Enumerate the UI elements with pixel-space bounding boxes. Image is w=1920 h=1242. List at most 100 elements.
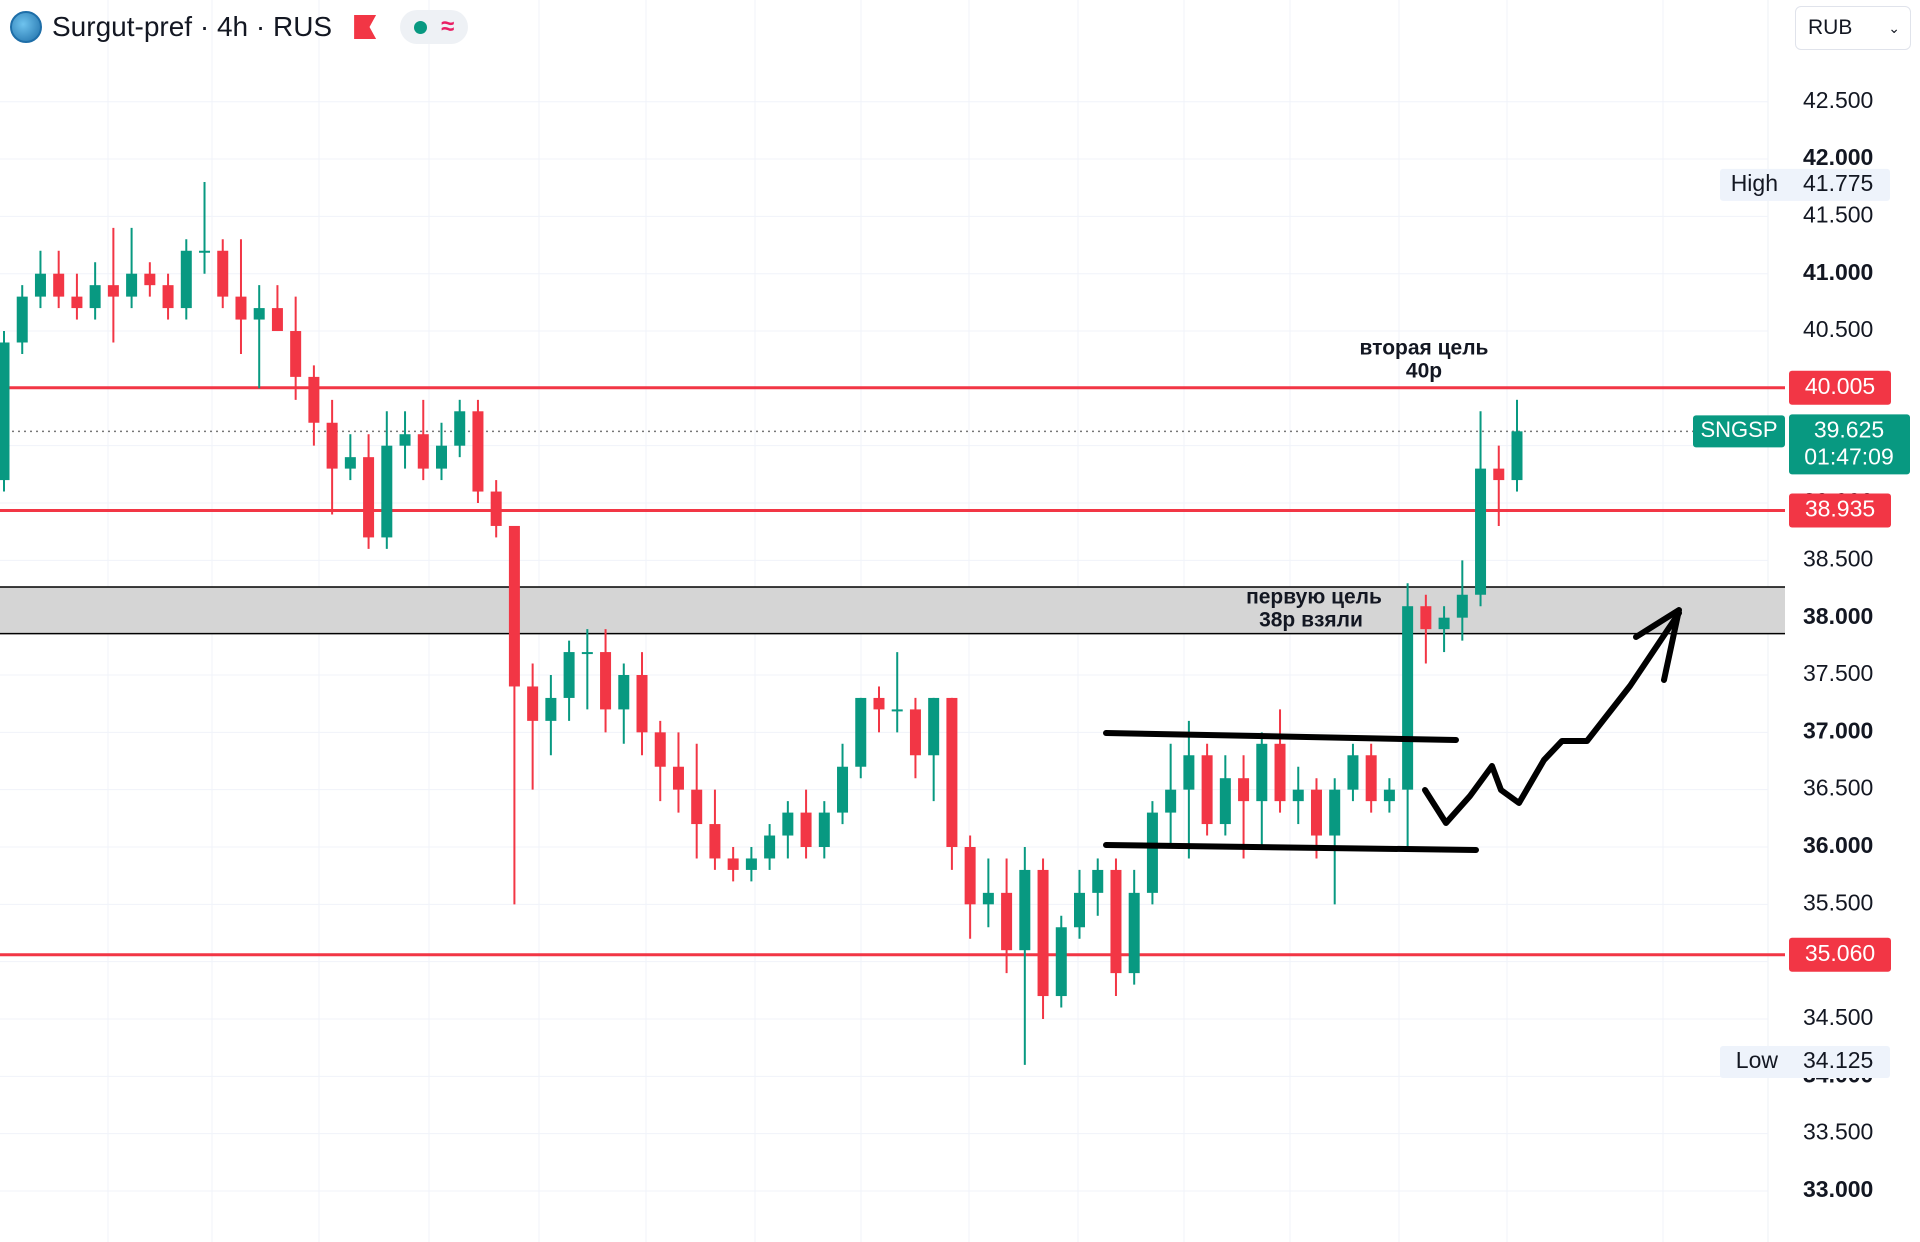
candle-body bbox=[144, 273, 156, 286]
zone-layer bbox=[0, 586, 1785, 635]
candle-body bbox=[472, 411, 484, 492]
candle-body bbox=[1347, 755, 1359, 790]
y-tick-label: 33.500 bbox=[1803, 1119, 1873, 1145]
candle-body bbox=[1183, 755, 1195, 790]
candle-body bbox=[618, 675, 630, 710]
marker-name: Low bbox=[1736, 1047, 1779, 1073]
candle-body bbox=[199, 250, 211, 253]
candle-body bbox=[508, 525, 520, 687]
symbol-box bbox=[1693, 415, 1785, 448]
candle-body bbox=[672, 766, 684, 790]
candle-body bbox=[600, 652, 612, 710]
candle-body bbox=[235, 296, 247, 320]
y-tick-label: 41.000 bbox=[1803, 259, 1873, 285]
flag-icon[interactable] bbox=[354, 15, 377, 39]
candle-body bbox=[1128, 892, 1140, 974]
currency-label: RUB bbox=[1808, 16, 1853, 39]
candle-body bbox=[1146, 812, 1158, 893]
candle-body bbox=[654, 732, 666, 767]
symbol-logo bbox=[10, 11, 42, 43]
candle-body bbox=[16, 296, 28, 343]
candle-body bbox=[1493, 468, 1505, 481]
candle-body bbox=[982, 892, 994, 905]
symbol-label: SNGSP bbox=[1700, 417, 1777, 442]
candle-body bbox=[1092, 869, 1104, 893]
marker-box bbox=[1720, 1045, 1890, 1078]
candle-body bbox=[709, 824, 721, 859]
candle-body bbox=[1201, 755, 1213, 825]
candle-body bbox=[1037, 869, 1049, 997]
candle-body bbox=[271, 308, 283, 332]
last-price-label: 39.625 bbox=[1814, 416, 1884, 442]
candle-body bbox=[490, 491, 502, 526]
annotation: 38р взяли bbox=[1259, 609, 1363, 632]
y-tick-label: 41.500 bbox=[1803, 201, 1873, 227]
candle-body bbox=[253, 308, 265, 320]
candle-body bbox=[71, 296, 83, 309]
candle-body bbox=[745, 858, 757, 870]
candle-body bbox=[1238, 778, 1250, 802]
candle-body bbox=[782, 812, 794, 836]
candle-body bbox=[34, 273, 46, 297]
level-label: 38.935 bbox=[1805, 496, 1875, 522]
candle-body bbox=[344, 457, 356, 469]
status-pill[interactable]: ≈ bbox=[400, 10, 469, 44]
symbol-title[interactable]: Surgut-pref · 4h · RUS bbox=[52, 11, 333, 42]
candle-body bbox=[527, 686, 539, 721]
candle-body bbox=[1274, 743, 1286, 802]
level-label: 40.005 bbox=[1805, 373, 1875, 399]
y-tick-label: 36.500 bbox=[1803, 775, 1873, 801]
candle-body bbox=[435, 445, 447, 469]
countdown-label: 01:47:09 bbox=[1804, 443, 1894, 469]
candle-body bbox=[162, 285, 174, 309]
candle-body bbox=[0, 342, 10, 481]
approx-icon: ≈ bbox=[441, 13, 455, 40]
y-tick-label: 35.500 bbox=[1803, 889, 1873, 915]
candle-body bbox=[727, 858, 739, 870]
y-tick-label: 40.500 bbox=[1803, 316, 1873, 342]
zone bbox=[0, 587, 1785, 634]
y-tick-label: 42.500 bbox=[1803, 87, 1873, 113]
candle-body bbox=[308, 376, 320, 423]
status-dot bbox=[414, 20, 428, 34]
drawn-arrow bbox=[1422, 610, 1682, 826]
candle-body bbox=[873, 697, 885, 710]
candle-body bbox=[837, 766, 849, 813]
candle-body bbox=[691, 789, 703, 825]
y-tick-label: 38.500 bbox=[1803, 545, 1873, 571]
candle-body bbox=[363, 457, 375, 538]
candle-body bbox=[1438, 617, 1450, 630]
y-tick-label: 34.500 bbox=[1803, 1004, 1873, 1030]
candle-body bbox=[180, 250, 192, 309]
candle-body bbox=[1329, 789, 1341, 836]
y-tick-label: 37.500 bbox=[1803, 660, 1873, 686]
candle-body bbox=[545, 697, 557, 721]
candle-body bbox=[581, 652, 593, 655]
level-label-box bbox=[1789, 493, 1891, 528]
candle-body bbox=[126, 273, 138, 297]
annotation: 40р bbox=[1406, 360, 1442, 383]
candle-body bbox=[1456, 594, 1468, 618]
candle-body bbox=[1402, 606, 1414, 790]
level-label: 35.060 bbox=[1805, 940, 1875, 966]
candle-body bbox=[1001, 892, 1013, 951]
candle-body bbox=[1055, 927, 1067, 997]
candle-body bbox=[1310, 789, 1322, 836]
candle-body bbox=[1292, 789, 1304, 802]
candle-body bbox=[1110, 869, 1122, 974]
candle-body bbox=[764, 835, 776, 859]
annotation: первую цель bbox=[1246, 586, 1382, 609]
drawn-line bbox=[1103, 842, 1479, 853]
y-tick-label: 37.000 bbox=[1803, 717, 1873, 743]
currency-dropdown[interactable]: RUB ⌄ bbox=[1795, 6, 1911, 50]
candle-body bbox=[1383, 789, 1395, 802]
hand-drawing bbox=[1103, 607, 1682, 853]
candle-body bbox=[928, 697, 940, 756]
candle-body bbox=[1475, 468, 1487, 595]
candle-body bbox=[290, 331, 302, 377]
drawn-arrow-head bbox=[1633, 607, 1682, 683]
y-tick-label: 38.000 bbox=[1803, 603, 1873, 629]
candle-body bbox=[1165, 789, 1177, 813]
candle-body bbox=[107, 285, 119, 297]
